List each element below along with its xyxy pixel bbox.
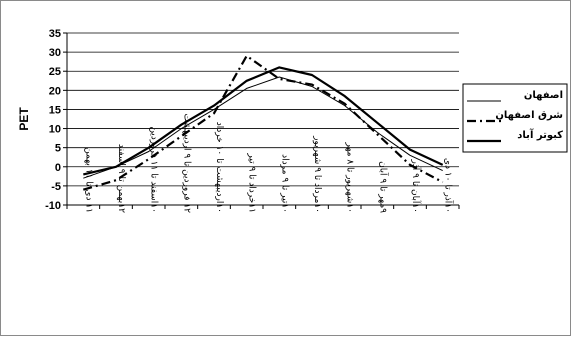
series-line-1: [83, 76, 443, 179]
y-tick-label: 30: [49, 47, 61, 59]
legend-label: کبوتر آباد: [517, 128, 563, 141]
y-tick-label: 20: [49, 85, 61, 97]
x-tick-label: ۱۰تیر تا ۹ مرداد: [279, 154, 289, 213]
y-tick-label: -10: [45, 200, 61, 212]
x-tick-label: ۱۱خرداد تا ۹ تیر: [247, 152, 257, 213]
x-tick-label: ۱۰مرداد تا ۹ شهریور: [312, 135, 322, 213]
x-tick-label: ۱۰آذر تا ۱۰ دی: [443, 158, 455, 213]
legend-label: اصفهان: [524, 90, 563, 101]
y-tick-label: 10: [49, 124, 61, 136]
x-tick-label: ۱۱ دی تا ۱۱ بهمن: [83, 147, 93, 213]
series-line-2: [82, 54, 444, 191]
y-tick-label: 0: [55, 162, 61, 174]
y-tick-label: 35: [49, 28, 61, 40]
y-tick-label: 5: [55, 143, 61, 155]
x-tick-label: ۱۰اردیبهشت تا ۱۰ خرداد: [214, 122, 224, 213]
y-tick-label: 15: [49, 104, 61, 116]
y-tick-label: 25: [49, 66, 61, 78]
y-axis-label: PET: [17, 107, 31, 131]
x-tick-label: ۱۲ فروردین تا ۹ اردیبهشت: [181, 113, 191, 213]
y-tick-label: -5: [51, 181, 61, 193]
x-tick-label: ۱۰آبان تا ۹ آذر: [410, 158, 422, 213]
legend-label: شرق اصفهان: [495, 110, 563, 121]
x-tick-label: ۹مهر تا ۹ آبان: [377, 161, 389, 213]
x-tick-label: ۱۰اسفند تا ۱۱ فروردین: [149, 126, 159, 213]
series-line-3: [83, 66, 444, 176]
x-tick-label: ۱۰شهریور تا ۸ مهر: [345, 142, 355, 213]
x-tick-label: ۱۲بهمن تا ۹ اسفند: [116, 144, 126, 213]
